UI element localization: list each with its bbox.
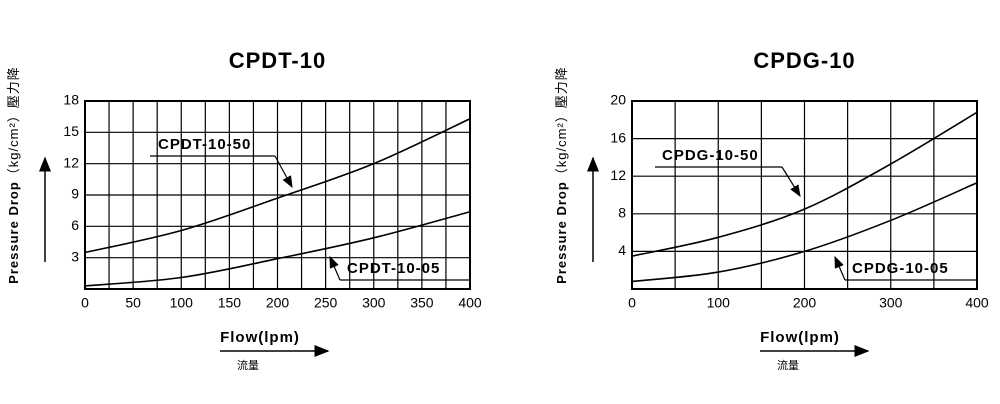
y-tick-label: 6 [71, 217, 79, 233]
x-axis-label: Flow(lpm) [220, 329, 300, 346]
y-tick-label: 16 [610, 129, 626, 145]
plot-frame [631, 100, 978, 290]
x-tick-label: 50 [125, 295, 141, 311]
x-tick-label: 400 [458, 295, 482, 311]
y-tick-label: 3 [71, 248, 79, 264]
series-label: CPDG-10-50 [662, 147, 759, 164]
y-axis-label: Pressure Drop（kg/cm²）壓力降 [554, 66, 569, 284]
curve [631, 111, 978, 257]
chart-title: CPDT-10 [229, 48, 326, 73]
x-axis-label: Flow(lpm) [760, 329, 840, 346]
y-axis-label: Pressure Drop（kg/cm²）壓力降 [6, 66, 21, 284]
x-tick-label: 150 [218, 295, 242, 311]
x-tick-label: 200 [793, 295, 817, 311]
leader-arrow [329, 255, 341, 281]
x-tick-label: 300 [879, 295, 903, 311]
curve [84, 118, 471, 254]
x-axis-label-cn: 流量 [237, 358, 259, 372]
y-tick-label: 20 [610, 92, 626, 108]
x-tick-label: 0 [81, 295, 89, 311]
y-label: Pressure Drop [6, 181, 21, 284]
leader-arrow [781, 166, 801, 198]
x-tick-label: 400 [965, 295, 989, 311]
leader-arrow [834, 255, 846, 281]
y-tick-label: 15 [63, 123, 79, 139]
x-tick-label: 200 [266, 295, 290, 311]
y-unit: （kg/cm²） [554, 108, 569, 181]
y-tick-label: 18 [63, 92, 79, 108]
leader-arrow [274, 155, 293, 189]
series-label: CPDT-10-05 [347, 260, 440, 277]
x-tick-label: 100 [170, 295, 194, 311]
curve [84, 210, 471, 287]
x-tick-label: 350 [410, 295, 434, 311]
y-tick-label: 4 [618, 242, 626, 258]
y-label: Pressure Drop [554, 181, 569, 284]
x-tick-label: 100 [707, 295, 731, 311]
series-label: CPDT-10-50 [158, 136, 251, 153]
y-tick-label: 12 [63, 154, 79, 170]
x-tick-label: 250 [314, 295, 338, 311]
curve [631, 182, 978, 283]
y-unit: （kg/cm²） [6, 108, 21, 181]
x-axis-label-cn: 流量 [777, 358, 799, 372]
chart-title: CPDG-10 [753, 48, 855, 73]
y-tick-label: 8 [618, 205, 626, 221]
x-tick-label: 0 [628, 295, 636, 311]
plot-frame [84, 100, 471, 290]
y-label-cn: 壓力降 [554, 66, 569, 108]
x-tick-label: 300 [362, 295, 386, 311]
y-label-cn: 壓力降 [6, 66, 21, 108]
y-tick-label: 9 [71, 186, 79, 202]
series-label: CPDG-10-05 [852, 260, 949, 277]
y-tick-label: 12 [610, 167, 626, 183]
